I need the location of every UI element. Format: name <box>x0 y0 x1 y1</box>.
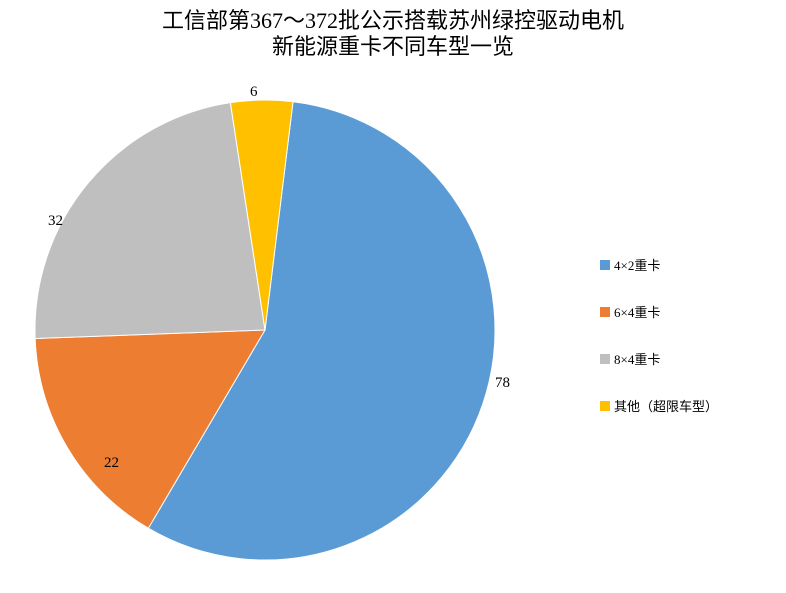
pie-chart <box>35 100 495 560</box>
legend-label: 其他（超限车型） <box>614 396 718 415</box>
legend-swatch <box>600 260 610 270</box>
chart-title-line2: 新能源重卡不同车型一览 <box>0 34 786 60</box>
legend-item: 4×2重卡 <box>600 255 718 274</box>
legend-item: 6×4重卡 <box>600 302 718 321</box>
legend-label: 6×4重卡 <box>614 302 660 321</box>
pie-data-label: 6 <box>250 84 258 101</box>
legend-label: 4×2重卡 <box>614 255 660 274</box>
pie-data-label: 32 <box>48 213 63 230</box>
legend: 4×2重卡 6×4重卡 8×4重卡其他（超限车型） <box>600 255 718 443</box>
pie-data-label: 22 <box>104 455 119 472</box>
pie-data-label: 78 <box>495 375 510 392</box>
legend-item: 其他（超限车型） <box>600 396 718 415</box>
legend-swatch <box>600 354 610 364</box>
chart-container: 工信部第367～372批公示搭载苏州绿控驱动电机新能源重卡不同车型一览 78 22… <box>0 0 786 593</box>
legend-swatch <box>600 401 610 411</box>
legend-item: 8×4重卡 <box>600 349 718 368</box>
legend-swatch <box>600 307 610 317</box>
legend-label: 8×4重卡 <box>614 349 660 368</box>
pie-slice <box>35 103 265 339</box>
chart-title-line1: 工信部第367～372批公示搭载苏州绿控驱动电机 <box>0 8 786 34</box>
chart-title: 工信部第367～372批公示搭载苏州绿控驱动电机新能源重卡不同车型一览 <box>0 8 786 61</box>
